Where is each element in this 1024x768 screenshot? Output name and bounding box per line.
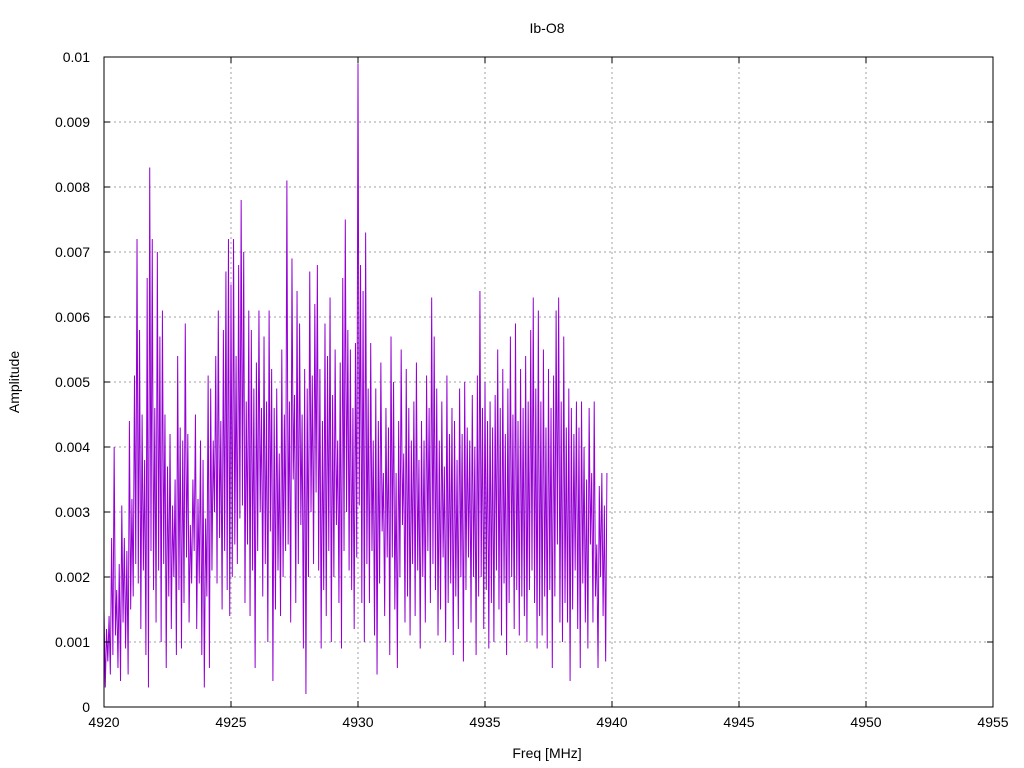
y-tick-label: 0.01 bbox=[63, 49, 90, 65]
x-tick-label: 4955 bbox=[977, 714, 1008, 730]
x-tick-label: 4940 bbox=[596, 714, 627, 730]
y-tick-label: 0.009 bbox=[55, 114, 90, 130]
x-tick-label: 4935 bbox=[469, 714, 500, 730]
x-tick-label: 4950 bbox=[850, 714, 881, 730]
chart-title: Ib-O8 bbox=[529, 20, 564, 36]
x-tick-label: 4930 bbox=[342, 714, 373, 730]
x-tick-label: 4925 bbox=[215, 714, 246, 730]
series-layer bbox=[103, 63, 608, 695]
series-line-0 bbox=[103, 63, 608, 695]
x-axis-label: Freq [MHz] bbox=[512, 745, 581, 761]
y-tick-label: 0.003 bbox=[55, 504, 90, 520]
x-tick-label: 4945 bbox=[723, 714, 754, 730]
y-tick-label: 0 bbox=[82, 699, 90, 715]
y-tick-label: 0.001 bbox=[55, 634, 90, 650]
y-tick-label: 0.006 bbox=[55, 309, 90, 325]
y-axis-label: Amplitude bbox=[6, 351, 22, 413]
x-tick-label: 4920 bbox=[88, 714, 119, 730]
y-tick-label: 0.008 bbox=[55, 179, 90, 195]
y-tick-label: 0.005 bbox=[55, 374, 90, 390]
y-tick-label: 0.002 bbox=[55, 569, 90, 585]
y-tick-label: 0.004 bbox=[55, 439, 90, 455]
y-tick-label: 0.007 bbox=[55, 244, 90, 260]
ticks: 4920 4925 4930 4935 4940 4945 4950 4955 0 0.001 0.… bbox=[55, 49, 1009, 730]
grid bbox=[104, 57, 993, 707]
